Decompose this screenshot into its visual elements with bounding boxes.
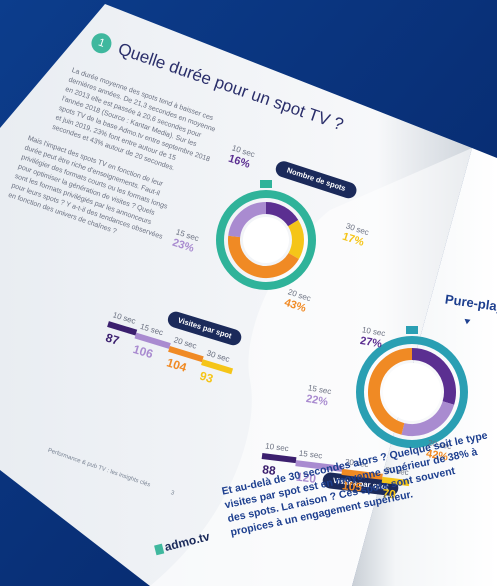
percent-label: 27% <box>359 335 383 351</box>
duration-label: 10 sec <box>265 441 289 453</box>
bar-segment <box>341 468 383 480</box>
percent-label: 22% <box>305 393 329 409</box>
value-label: 93 <box>198 369 215 386</box>
bar-segment <box>107 321 138 336</box>
segment <box>411 348 456 405</box>
section-badge <box>91 33 112 54</box>
visits-bar-chart: Visites par spot 10 sec 88 15 sec 120 20 sec 1… <box>261 441 410 502</box>
bar-segment <box>381 476 410 487</box>
watch-ring <box>356 336 468 448</box>
tag-bg <box>167 311 242 346</box>
bar-segment <box>295 460 343 472</box>
duration-label: 20 sec <box>427 438 452 451</box>
segment <box>368 348 413 435</box>
bar-segment <box>168 346 204 363</box>
brand-icon <box>154 543 165 556</box>
segment <box>265 202 299 227</box>
watch-crown <box>406 326 418 334</box>
tab-arrow <box>464 318 471 325</box>
bar-segment <box>261 453 297 464</box>
value-label: 104 <box>165 355 189 374</box>
tag-bg <box>322 472 399 496</box>
duration-label: 15 sec <box>307 383 332 396</box>
value-label: 70 <box>382 486 397 502</box>
duration-label: 15 sec <box>298 449 322 461</box>
segment <box>228 235 299 278</box>
section-number: 1 <box>97 36 107 49</box>
watch-face <box>243 217 289 263</box>
bar-segment <box>201 359 234 375</box>
duration-label: 20 sec <box>344 457 368 469</box>
bar-segment <box>134 332 171 349</box>
segment <box>287 219 304 259</box>
value-label: 105 <box>341 478 363 494</box>
page-highlight <box>150 148 472 586</box>
page-number: 3 <box>170 490 176 497</box>
segment <box>228 202 267 238</box>
percent-label: 42% <box>425 448 449 464</box>
watch-crown <box>260 180 272 188</box>
watch-face <box>383 363 441 421</box>
tag-bg <box>275 161 357 199</box>
chart-tag: Visites par spot <box>322 472 399 496</box>
value-label: 88 <box>262 462 277 478</box>
duration-label: 30 sec <box>385 465 409 477</box>
value-label: 106 <box>131 342 155 361</box>
value-label: 120 <box>295 470 317 486</box>
value-label: 87 <box>104 330 121 347</box>
watch-ring <box>216 190 316 290</box>
segment <box>401 400 455 436</box>
duration-label: 10 sec <box>361 325 386 338</box>
chart-tag: Visites par spot <box>167 311 242 346</box>
